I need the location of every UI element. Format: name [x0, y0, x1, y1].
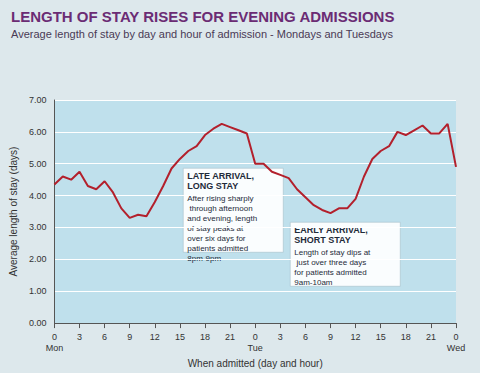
- svg-text:9: 9: [328, 332, 333, 342]
- svg-text:Average length of stay (days): Average length of stay (days): [8, 147, 19, 277]
- svg-text:9am-10am: 9am-10am: [294, 278, 333, 287]
- svg-text:LONG STAY: LONG STAY: [187, 181, 238, 191]
- svg-text:over six days for: over six days for: [187, 234, 247, 243]
- svg-text:9: 9: [127, 332, 132, 342]
- svg-text:0: 0: [52, 332, 57, 342]
- svg-text:21: 21: [225, 332, 235, 342]
- svg-text:3: 3: [278, 332, 283, 342]
- svg-text:4.00: 4.00: [29, 191, 47, 201]
- svg-text:18: 18: [401, 332, 411, 342]
- svg-text:6.00: 6.00: [29, 127, 47, 137]
- svg-text:just over three days: just over three days: [294, 257, 369, 267]
- svg-text:for patients admitted: for patients admitted: [294, 268, 369, 277]
- svg-text:0.00: 0.00: [29, 318, 47, 328]
- svg-text:Mon: Mon: [46, 343, 64, 353]
- svg-text:of stay peaks at: of stay peaks at: [187, 224, 245, 233]
- svg-text:12: 12: [351, 332, 361, 342]
- svg-text:18: 18: [200, 332, 210, 342]
- svg-text:3.00: 3.00: [29, 222, 47, 232]
- svg-text:3: 3: [77, 332, 82, 342]
- svg-text:When admitted (day and hour): When admitted (day and hour): [188, 358, 323, 369]
- svg-text:5.00: 5.00: [29, 159, 47, 169]
- svg-text:12: 12: [150, 332, 160, 342]
- svg-text:15: 15: [175, 332, 185, 342]
- svg-text:LATE ARRIVAL,: LATE ARRIVAL,: [187, 171, 256, 181]
- svg-text:0: 0: [453, 332, 458, 342]
- svg-text:6: 6: [303, 332, 308, 342]
- svg-text:6: 6: [102, 332, 107, 342]
- svg-text:Length of stay dips at: Length of stay dips at: [294, 248, 371, 257]
- svg-text:and evening, length: and evening, length: [187, 214, 259, 223]
- svg-text:1.00: 1.00: [29, 286, 47, 296]
- svg-text:patients admitted: patients admitted: [187, 244, 250, 253]
- svg-text:Average length of stay by day: Average length of stay by day and hour o…: [11, 28, 393, 40]
- svg-text:21: 21: [426, 332, 436, 342]
- svg-text:15: 15: [376, 332, 386, 342]
- svg-text:0: 0: [253, 332, 258, 342]
- svg-text:7.00: 7.00: [29, 95, 47, 105]
- svg-text:After rising sharply: After rising sharply: [187, 193, 254, 203]
- svg-text:LENGTH OF STAY RISES FOR EVENI: LENGTH OF STAY RISES FOR EVENING ADMISSI…: [11, 8, 394, 25]
- svg-text:Tue: Tue: [248, 343, 263, 353]
- svg-text:Wed: Wed: [447, 343, 465, 353]
- svg-text:2.00: 2.00: [29, 254, 47, 264]
- svg-text:8pm-9pm: 8pm-9pm: [187, 254, 221, 263]
- svg-text:EARLY ARRIVAL,: EARLY ARRIVAL,: [294, 225, 370, 235]
- svg-text:SHORT STAY: SHORT STAY: [294, 235, 351, 245]
- svg-text:through afternoon: through afternoon: [187, 204, 255, 213]
